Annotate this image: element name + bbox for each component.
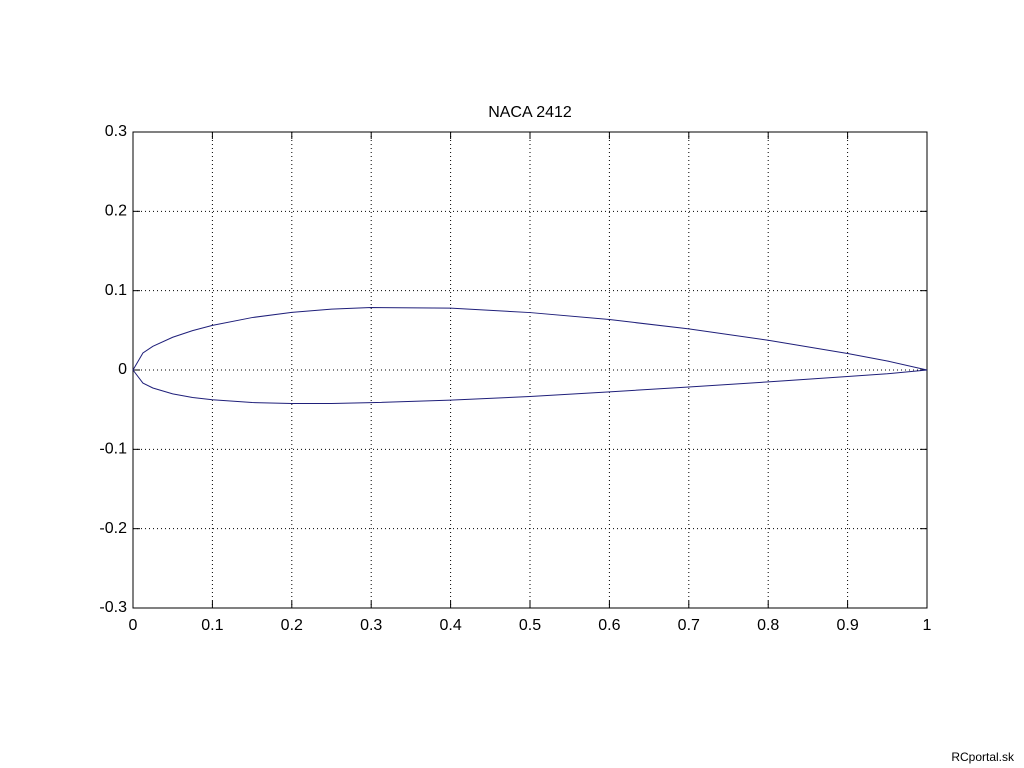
x-tick-label: 0.8 [757, 617, 779, 634]
x-tick-label: 0.3 [360, 617, 382, 634]
y-tick-label: 0.3 [105, 123, 127, 140]
y-tick-label: 0.1 [105, 282, 127, 299]
y-tick-label: 0.2 [105, 203, 127, 220]
chart-title: NACA 2412 [488, 104, 572, 121]
watermark: RCportal.sk [951, 750, 1015, 764]
x-tick-label: 0 [129, 617, 138, 634]
y-tick-label: -0.2 [99, 520, 127, 537]
x-tick-label: 0.1 [201, 617, 223, 634]
airfoil-line [132, 306, 928, 371]
x-tick-label: 0.4 [439, 617, 461, 634]
x-tick-label: 0.2 [281, 617, 303, 634]
y-tick-label: 0 [118, 361, 127, 378]
airfoil-line [132, 369, 928, 405]
x-tick-label: 0.6 [598, 617, 620, 634]
y-tick-label: -0.3 [99, 599, 127, 616]
x-tick-label: 0.7 [678, 617, 700, 634]
y-tick-label: -0.1 [99, 441, 127, 458]
x-tick-label: 0.9 [836, 617, 858, 634]
x-tick-label: 1 [923, 617, 932, 634]
x-tick-label: 0.5 [519, 617, 541, 634]
